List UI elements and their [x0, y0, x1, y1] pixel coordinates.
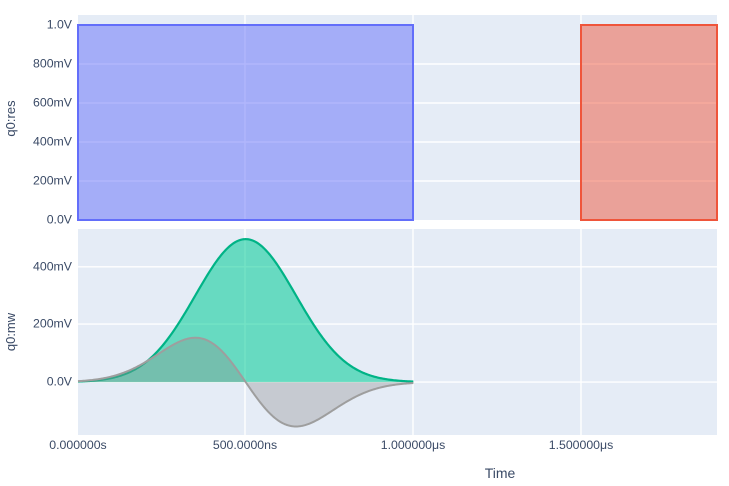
svg-text:400mV: 400mV: [33, 259, 73, 273]
svg-text:400mV: 400mV: [33, 135, 73, 149]
svg-text:0.000000s: 0.000000s: [49, 438, 106, 452]
svg-text:800mV: 800mV: [33, 57, 73, 71]
svg-text:1.0V: 1.0V: [47, 18, 73, 32]
svg-text:0.0V: 0.0V: [47, 213, 73, 227]
svg-text:1.500000μs: 1.500000μs: [549, 438, 614, 452]
svg-text:200mV: 200mV: [33, 174, 73, 188]
svg-text:0.0V: 0.0V: [47, 375, 73, 389]
svg-text:1.000000μs: 1.000000μs: [381, 438, 446, 452]
svg-text:q0:mw: q0:mw: [3, 312, 18, 351]
svg-text:Time: Time: [485, 465, 516, 481]
svg-text:200mV: 200mV: [33, 317, 73, 331]
svg-text:q0:res: q0:res: [3, 100, 18, 137]
svg-text:600mV: 600mV: [33, 96, 73, 110]
svg-text:500.0000ns: 500.0000ns: [213, 438, 277, 452]
